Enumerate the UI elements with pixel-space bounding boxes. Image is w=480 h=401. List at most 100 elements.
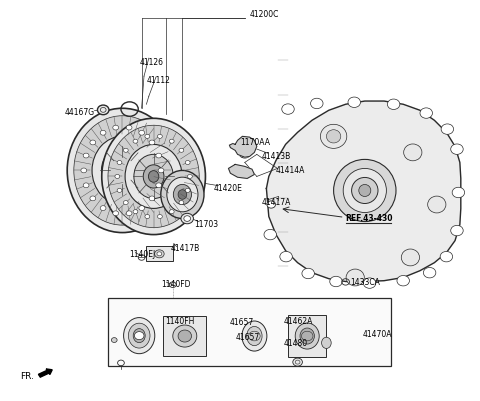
Circle shape bbox=[440, 251, 453, 262]
Ellipse shape bbox=[326, 130, 341, 143]
Circle shape bbox=[145, 215, 150, 219]
Bar bbox=[108, 298, 391, 366]
Circle shape bbox=[179, 148, 184, 152]
Circle shape bbox=[184, 216, 191, 221]
Text: 41200C: 41200C bbox=[250, 10, 279, 18]
Ellipse shape bbox=[110, 157, 134, 184]
Ellipse shape bbox=[125, 144, 182, 209]
Circle shape bbox=[100, 206, 106, 211]
Polygon shape bbox=[228, 164, 254, 178]
Circle shape bbox=[126, 125, 132, 130]
Circle shape bbox=[282, 104, 294, 114]
Ellipse shape bbox=[143, 165, 164, 188]
Bar bbox=[163, 316, 206, 356]
Text: 41470A: 41470A bbox=[362, 330, 392, 339]
Ellipse shape bbox=[178, 190, 187, 199]
Circle shape bbox=[155, 250, 164, 258]
Ellipse shape bbox=[401, 249, 420, 266]
Ellipse shape bbox=[117, 164, 128, 176]
Circle shape bbox=[139, 206, 144, 211]
Text: 1170AA: 1170AA bbox=[240, 138, 270, 147]
Ellipse shape bbox=[101, 147, 144, 194]
Circle shape bbox=[264, 229, 276, 240]
Circle shape bbox=[139, 130, 144, 135]
Circle shape bbox=[133, 210, 138, 214]
Circle shape bbox=[113, 211, 119, 216]
Circle shape bbox=[423, 267, 436, 278]
Text: 41462A: 41462A bbox=[283, 317, 312, 326]
Circle shape bbox=[181, 213, 193, 224]
Text: 1140FD: 1140FD bbox=[161, 280, 190, 289]
Circle shape bbox=[156, 183, 162, 188]
Circle shape bbox=[123, 200, 128, 205]
Ellipse shape bbox=[321, 124, 347, 148]
Ellipse shape bbox=[242, 321, 267, 351]
Circle shape bbox=[451, 144, 463, 154]
Circle shape bbox=[149, 196, 155, 201]
Text: 11703: 11703 bbox=[194, 220, 218, 229]
Ellipse shape bbox=[108, 125, 199, 228]
Ellipse shape bbox=[359, 184, 371, 196]
Circle shape bbox=[169, 139, 174, 143]
Circle shape bbox=[81, 168, 86, 173]
Circle shape bbox=[420, 108, 432, 118]
FancyArrow shape bbox=[38, 369, 52, 377]
Text: 41112: 41112 bbox=[146, 76, 170, 85]
Text: 44167G: 44167G bbox=[65, 108, 95, 117]
Circle shape bbox=[134, 332, 144, 340]
Text: 1140FH: 1140FH bbox=[166, 317, 195, 326]
Ellipse shape bbox=[343, 168, 386, 213]
Bar bbox=[146, 246, 173, 261]
Circle shape bbox=[117, 188, 122, 192]
Circle shape bbox=[145, 134, 150, 138]
Text: 41480: 41480 bbox=[283, 339, 307, 348]
Ellipse shape bbox=[148, 170, 159, 182]
Circle shape bbox=[363, 278, 376, 288]
Ellipse shape bbox=[167, 177, 198, 212]
Circle shape bbox=[302, 268, 314, 279]
Circle shape bbox=[111, 338, 117, 342]
Circle shape bbox=[83, 153, 89, 158]
Circle shape bbox=[179, 200, 184, 205]
Circle shape bbox=[169, 210, 174, 214]
Circle shape bbox=[157, 134, 162, 138]
Circle shape bbox=[133, 139, 138, 143]
Ellipse shape bbox=[173, 184, 192, 205]
Text: FR.: FR. bbox=[20, 373, 34, 381]
Circle shape bbox=[293, 358, 302, 366]
Ellipse shape bbox=[161, 170, 204, 219]
Circle shape bbox=[267, 201, 276, 208]
Ellipse shape bbox=[346, 269, 364, 286]
Text: 1140EJ: 1140EJ bbox=[130, 250, 156, 259]
Circle shape bbox=[157, 215, 162, 219]
Ellipse shape bbox=[178, 330, 192, 342]
Ellipse shape bbox=[102, 118, 205, 235]
Circle shape bbox=[157, 252, 162, 256]
Circle shape bbox=[90, 196, 96, 201]
Bar bbox=[288, 315, 326, 357]
Circle shape bbox=[330, 276, 342, 287]
Ellipse shape bbox=[404, 144, 422, 161]
Circle shape bbox=[156, 153, 162, 158]
Polygon shape bbox=[229, 136, 257, 157]
Ellipse shape bbox=[300, 328, 314, 344]
Ellipse shape bbox=[428, 196, 446, 213]
Ellipse shape bbox=[74, 116, 171, 225]
Ellipse shape bbox=[334, 159, 396, 221]
Circle shape bbox=[242, 151, 247, 155]
Circle shape bbox=[90, 140, 96, 145]
Circle shape bbox=[115, 174, 120, 178]
Circle shape bbox=[113, 125, 119, 130]
Ellipse shape bbox=[295, 323, 319, 349]
Ellipse shape bbox=[134, 154, 173, 198]
Circle shape bbox=[117, 160, 122, 164]
Text: 41417B: 41417B bbox=[170, 244, 200, 253]
Circle shape bbox=[123, 148, 128, 152]
Ellipse shape bbox=[133, 329, 145, 342]
Circle shape bbox=[188, 174, 192, 178]
Text: 41126: 41126 bbox=[139, 58, 163, 67]
Circle shape bbox=[158, 168, 164, 173]
Text: 41417A: 41417A bbox=[262, 198, 291, 207]
Ellipse shape bbox=[67, 108, 178, 233]
Circle shape bbox=[185, 160, 190, 164]
